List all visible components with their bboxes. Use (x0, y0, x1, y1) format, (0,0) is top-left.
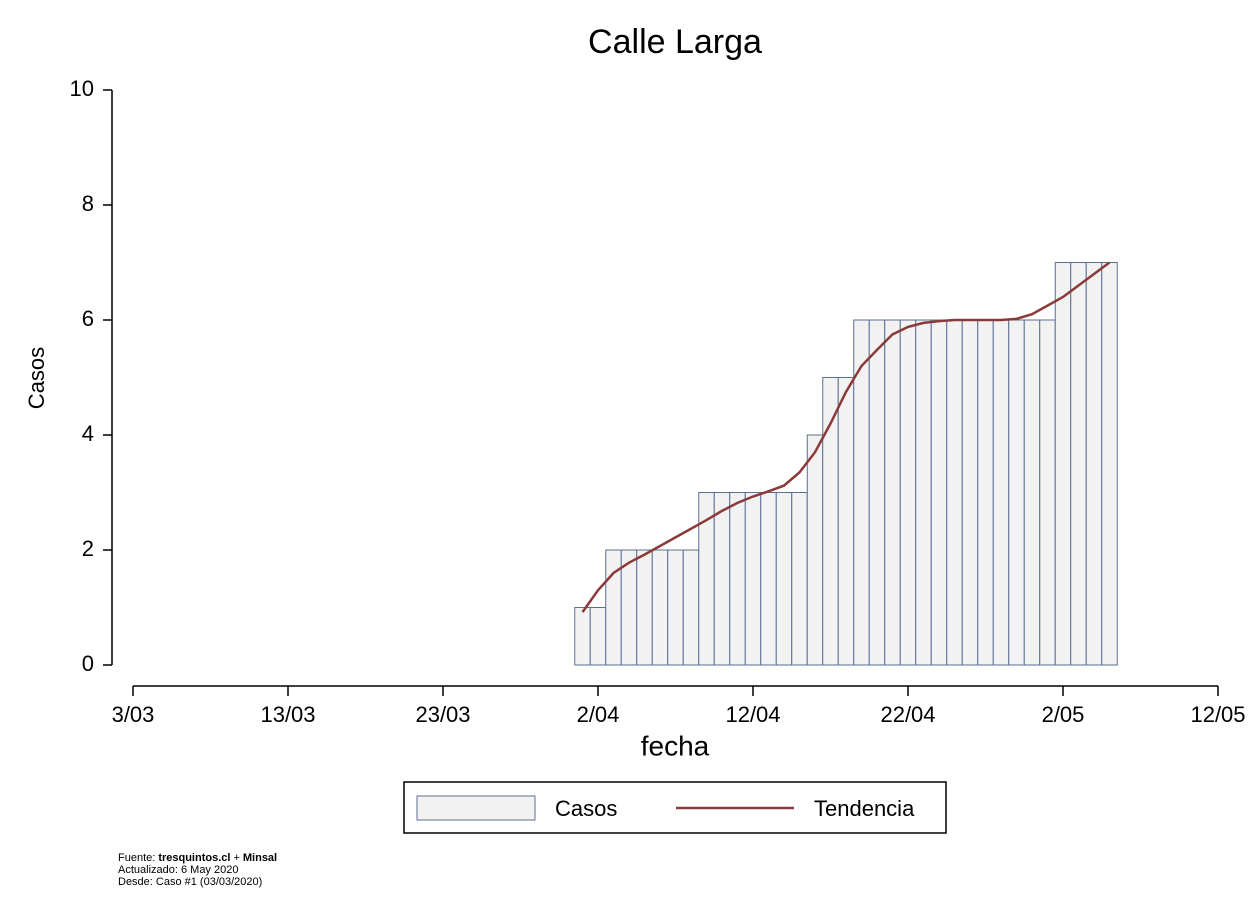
y-axis-title: Casos (24, 347, 49, 409)
bar (1101, 262, 1118, 666)
footnote-part: Fuente: (118, 852, 155, 864)
bar (1070, 262, 1087, 666)
x-tick-label: 22/04 (880, 702, 935, 727)
footnote: Desde: Caso #1 (03/03/2020) (118, 876, 262, 888)
footnote-part: + (233, 852, 239, 864)
plot-area (574, 261, 1118, 666)
footnote-part: tresquintos.cl (158, 852, 230, 864)
x-tick-label: 2/04 (577, 702, 620, 727)
bar (1085, 262, 1103, 666)
bar (651, 549, 669, 666)
bar (682, 549, 700, 666)
bar (853, 319, 870, 666)
x-tick-label: 23/03 (415, 702, 470, 727)
bar (713, 492, 731, 666)
bar (1023, 319, 1041, 666)
bar (760, 492, 777, 666)
footnote: Actualizado: 6 May 2020 (118, 864, 238, 876)
x-tick-label: 12/05 (1190, 702, 1245, 727)
bar (729, 492, 746, 666)
bar (992, 319, 1010, 666)
bar (884, 319, 901, 666)
bar (744, 492, 762, 666)
legend-label: Tendencia (814, 796, 915, 821)
x-axis-title: fecha (641, 730, 710, 761)
bar (589, 607, 607, 666)
y-tick-label: 8 (82, 191, 94, 216)
y-tick-label: 2 (82, 536, 94, 561)
bar (791, 492, 808, 666)
y-tick-label: 0 (82, 651, 94, 676)
footnote-part: Minsal (243, 852, 277, 864)
y-tick-label: 6 (82, 306, 94, 331)
x-tick-label: 3/03 (112, 702, 155, 727)
bar (605, 549, 622, 666)
bar (837, 377, 855, 666)
bar (775, 492, 793, 666)
bar (822, 377, 839, 666)
chart-title: Calle Larga (588, 23, 762, 61)
trend-line (581, 261, 1111, 613)
bar (574, 607, 591, 666)
bar (667, 549, 684, 666)
bar (961, 319, 979, 666)
bar (636, 549, 653, 666)
x-tick-label: 13/03 (260, 702, 315, 727)
x-tick-label: 2/05 (1042, 702, 1085, 727)
bar (899, 319, 917, 666)
bar (1054, 262, 1072, 666)
bar (930, 319, 948, 666)
y-tick-label: 10 (70, 76, 94, 101)
bar (1008, 319, 1025, 666)
bar (868, 319, 886, 666)
bar (946, 319, 963, 666)
y-tick-label: 4 (82, 421, 94, 446)
legend-swatch (416, 795, 536, 821)
bar (806, 434, 824, 666)
legend-label: Casos (555, 796, 617, 821)
footnote: Fuente: tresquintos.cl + Minsal (118, 852, 277, 864)
bar (977, 319, 994, 666)
x-tick-label: 12/04 (725, 702, 780, 727)
footnote-part: Desde: Caso #1 (03/03/2020) (118, 876, 262, 888)
bar (698, 492, 715, 666)
bar (1039, 319, 1056, 666)
bar (915, 319, 932, 666)
footnote-part: Actualizado: 6 May 2020 (118, 864, 238, 876)
